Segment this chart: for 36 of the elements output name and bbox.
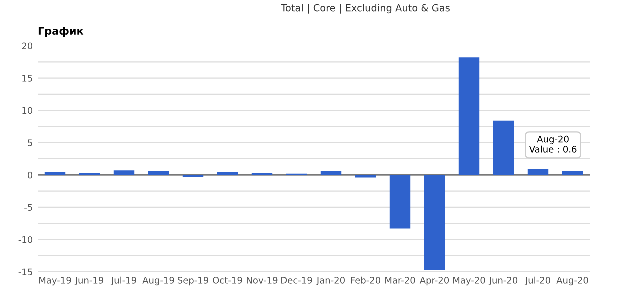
x-tick-label: Jan-20 bbox=[316, 277, 345, 286]
x-tick-label: Aug-19 bbox=[142, 277, 174, 286]
y-tick-label: -15 bbox=[18, 268, 32, 276]
chart-title: График bbox=[38, 26, 84, 38]
y-tick-label: -5 bbox=[24, 204, 32, 211]
annotation: Aug-20 Value : 0.6 bbox=[529, 136, 577, 153]
x-tick-label: Aug-20 bbox=[556, 277, 588, 286]
y-tick-label: 5 bbox=[28, 140, 32, 146]
x-tick-label: Nov-19 bbox=[247, 277, 278, 284]
y-tick-label: 20 bbox=[22, 42, 33, 50]
y-tick-label: 15 bbox=[22, 75, 32, 82]
bar bbox=[114, 170, 135, 176]
text: Total | Core | Excluding Auto & Gas bbox=[281, 4, 450, 14]
y-tick-label: 0 bbox=[28, 172, 33, 179]
bar bbox=[424, 175, 446, 270]
x-tick-label: Jul-19 bbox=[110, 276, 136, 286]
x-tick-label: Oct-19 bbox=[213, 277, 242, 284]
x-tick-label: Jun-20 bbox=[488, 277, 518, 286]
x-tick-label: Sep-19 bbox=[178, 277, 208, 286]
bar bbox=[528, 169, 549, 176]
bar bbox=[458, 58, 480, 176]
x-tick-label: May-19 bbox=[40, 277, 72, 286]
bar bbox=[390, 175, 411, 229]
bar bbox=[217, 172, 238, 176]
x-tick-label: Dec-19 bbox=[282, 277, 312, 284]
bar bbox=[355, 175, 376, 178]
y-tick-label: 10 bbox=[22, 107, 33, 114]
bar bbox=[493, 120, 514, 176]
x-tick-label: Jul-20 bbox=[524, 276, 550, 286]
bar bbox=[44, 172, 66, 176]
x-tick-label: Jun-19 bbox=[74, 277, 104, 286]
x-tick-label: Apr-20 bbox=[420, 277, 450, 286]
x-tick-label: Mar-20 bbox=[386, 277, 416, 284]
x-tick-label: May-20 bbox=[454, 277, 486, 286]
y-tick-label: -10 bbox=[18, 236, 33, 244]
x-tick-label: Feb-20 bbox=[351, 276, 381, 284]
